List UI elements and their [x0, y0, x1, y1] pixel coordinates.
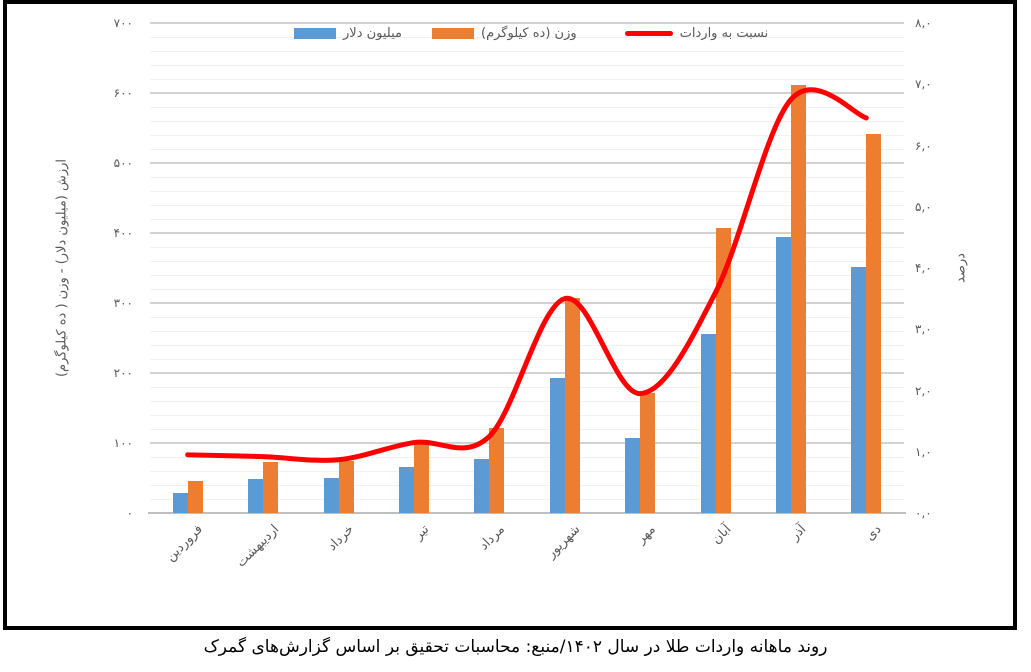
left-axis-tick-label: ۳۰۰	[113, 296, 133, 310]
gridline-minor	[150, 415, 904, 416]
gridline-minor	[150, 79, 904, 80]
gridline-minor	[150, 65, 904, 66]
gridline-minor	[150, 107, 904, 108]
right-axis-tick-label: ۳,۰	[915, 322, 932, 337]
gridline-minor	[150, 317, 904, 318]
right-axis-tick-label: ۴,۰	[915, 261, 932, 275]
gridline-minor	[150, 429, 904, 430]
left-axis-tick-label: ۵۰۰	[113, 156, 133, 170]
gridline-minor	[150, 387, 904, 388]
bar-blue-5	[474, 459, 490, 513]
right-axis-tick-label: ۰,۰	[915, 506, 932, 520]
bar-blue-6	[549, 377, 565, 513]
gridline-minor	[150, 485, 904, 486]
gridline-minor	[150, 121, 904, 122]
bar-blue-10	[851, 267, 867, 513]
bar-orange-4	[413, 440, 429, 513]
gridline-minor	[150, 457, 904, 458]
gridline-minor	[150, 401, 904, 402]
gridline-major	[150, 92, 904, 94]
bar-orange-2	[263, 461, 279, 513]
legend-line-red	[624, 31, 673, 36]
gridline-minor	[150, 331, 904, 332]
bar-orange-5	[489, 428, 505, 513]
gridline-minor	[150, 205, 904, 206]
gridline-minor	[150, 261, 904, 262]
bar-orange-10	[866, 134, 882, 513]
gridline-minor	[150, 149, 904, 150]
bar-orange-9	[790, 85, 806, 513]
gridline-major	[150, 372, 904, 374]
legend-swatch-blue	[294, 28, 336, 39]
bar-orange-8	[715, 228, 731, 513]
gridline-minor	[150, 345, 904, 346]
legend-label-weight: وزن (ده کیلوگرم)	[481, 26, 577, 41]
bar-orange-6	[564, 298, 580, 513]
gridline-minor	[150, 289, 904, 290]
gridline-minor	[150, 51, 904, 52]
gridline-minor	[150, 275, 904, 276]
ratio-line-chart	[185, 87, 869, 463]
left-axis-tick-label: ۱۰۰	[113, 436, 133, 450]
bar-blue-4	[398, 466, 414, 513]
bar-blue-9	[775, 237, 791, 513]
legend: میلیون دلار وزن (ده کیلوگرم) نسبت به وار…	[294, 26, 768, 41]
right-axis-tick-label: ۶,۰	[915, 138, 932, 153]
bar-blue-2	[248, 479, 264, 513]
right-axis-tick-label: ۷,۰	[915, 77, 932, 92]
legend-swatch-orange	[432, 28, 474, 39]
bar-orange-1	[187, 480, 203, 513]
left-axis-title: ارزش (میلیون دلار) - وزن ( ده کیلوگرم)	[54, 158, 70, 378]
gridline-minor	[150, 219, 904, 220]
gridline-minor	[150, 471, 904, 472]
gridline-minor	[150, 135, 904, 136]
gridline-minor	[150, 177, 904, 178]
gridline-minor	[150, 247, 904, 248]
right-axis-tick-label: ۸,۰	[915, 16, 932, 30]
right-axis-tick-label: ۲,۰	[915, 383, 932, 398]
gridline-major	[150, 162, 904, 164]
gridline-major	[150, 232, 904, 234]
legend-label-million-dollar: میلیون دلار	[343, 26, 402, 41]
left-axis-tick-label: ۴۰۰	[113, 226, 133, 240]
ratio-line-path	[185, 87, 869, 463]
gridline-major	[150, 302, 904, 304]
gridline-major	[150, 22, 904, 24]
left-axis-tick-label: ۲۰۰	[113, 366, 133, 380]
legend-label-ratio: نسبت به واردات	[679, 26, 769, 41]
left-axis-tick-label: ۶۰۰	[113, 86, 133, 100]
gridline-minor	[150, 37, 904, 38]
bar-blue-8	[700, 333, 716, 513]
gridline-minor	[150, 191, 904, 192]
bar-blue-7	[625, 438, 641, 513]
left-axis-tick-label: ۰	[126, 506, 133, 520]
plot-area	[148, 22, 906, 514]
left-axis-tick-label: ۷۰۰	[113, 16, 133, 30]
bar-blue-1	[172, 492, 188, 513]
gridline-major	[150, 442, 904, 444]
bar-blue-3	[323, 478, 339, 513]
right-axis-tick-label: ۱,۰	[915, 444, 932, 459]
bar-orange-3	[338, 460, 354, 513]
chart-caption: روند ماهانه واردات طلا در سال ۱۴۰۲/منبع:…	[203, 637, 828, 657]
x-axis-line	[148, 512, 906, 514]
bar-orange-7	[640, 393, 656, 513]
right-axis-tick-label: ۵,۰	[915, 199, 932, 214]
gridline-minor	[150, 499, 904, 500]
